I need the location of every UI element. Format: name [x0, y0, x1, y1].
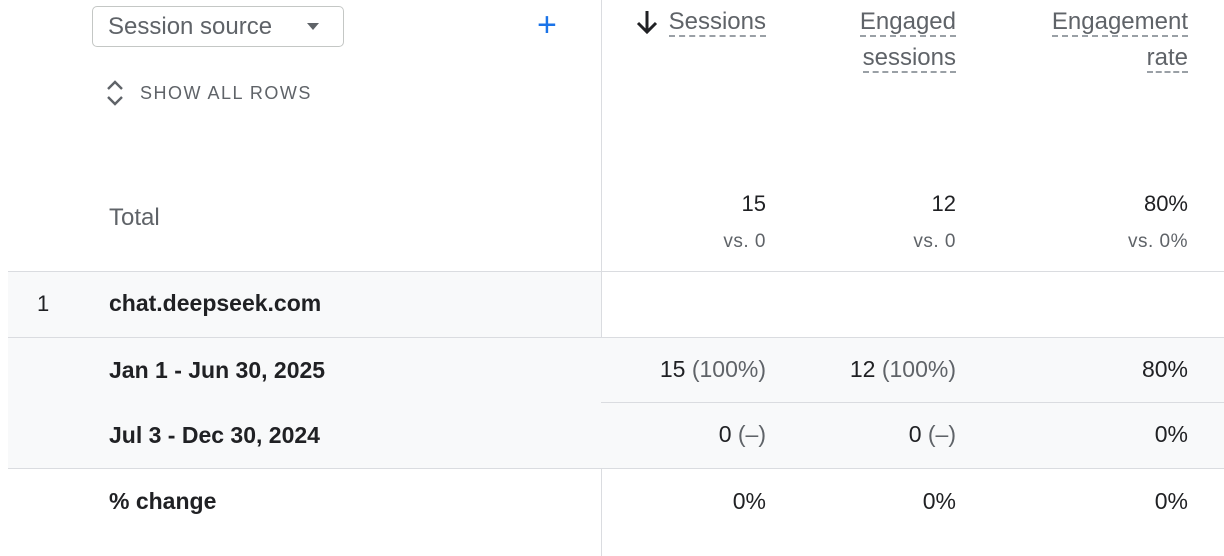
table-row[interactable]: 1 chat.deepseek.com	[8, 272, 601, 337]
dimension-select-label: Session source	[108, 12, 273, 40]
divider	[8, 337, 1224, 338]
change-label: % change	[109, 488, 217, 514]
period-label: Jul 3 - Dec 30, 2024	[109, 422, 320, 448]
total-sessions-compare: vs. 0	[723, 231, 766, 252]
period-sessions: 15 (100%)	[620, 356, 766, 383]
header-rate-line1: Engagement	[1051, 8, 1188, 37]
divider	[601, 402, 1224, 403]
percent: (–)	[737, 421, 766, 447]
divider	[8, 468, 1224, 469]
value: 0	[718, 421, 732, 447]
header-sessions-label: Sessions	[668, 8, 766, 37]
period-label: Jan 1 - Jun 30, 2025	[109, 357, 326, 383]
header-engagement-rate[interactable]: Engagement rate	[1000, 4, 1188, 76]
period-engaged: 0 (–)	[800, 421, 956, 448]
dimension-select[interactable]: Session source	[92, 6, 344, 47]
show-all-rows-label: SHOW ALL ROWS	[140, 82, 312, 103]
period-engaged: 12 (100%)	[800, 356, 956, 383]
change-engaged: 0%	[922, 488, 956, 514]
period-sessions: 0 (–)	[620, 421, 766, 448]
period-row	[8, 338, 1224, 468]
period-rate: 80%	[1141, 356, 1188, 382]
column-divider	[601, 0, 602, 556]
total-rate: 80%	[1143, 191, 1188, 216]
divider	[8, 271, 1224, 272]
show-all-rows-button[interactable]: SHOW ALL ROWS	[104, 78, 312, 108]
total-rate-compare: vs. 0%	[1127, 231, 1188, 252]
header-engaged-sessions[interactable]: Engaged sessions	[800, 4, 956, 76]
change-sessions: 0%	[732, 488, 766, 514]
value: 15	[659, 356, 686, 382]
percent: (100%)	[881, 356, 956, 382]
row-index: 1	[37, 291, 50, 316]
total-engaged: 12	[931, 191, 956, 216]
value: 12	[849, 356, 876, 382]
sort-desc-arrow-icon	[636, 11, 657, 35]
total-sessions: 15	[741, 191, 766, 216]
header-rate-line2: rate	[1146, 44, 1188, 73]
change-rate: 0%	[1154, 488, 1188, 514]
total-label: Total	[109, 204, 160, 231]
row-name: chat.deepseek.com	[109, 290, 322, 316]
percent: (100%)	[691, 356, 766, 382]
header-engaged-line1: Engaged	[859, 8, 956, 37]
header-engaged-line2: sessions	[862, 44, 956, 73]
chevron-down-icon	[307, 23, 319, 30]
header-sessions[interactable]: Sessions	[620, 4, 766, 40]
unfold-icon	[107, 80, 123, 106]
percent: (–)	[927, 421, 956, 447]
total-engaged-compare: vs. 0	[913, 231, 956, 252]
period-rate: 0%	[1154, 421, 1188, 447]
value: 0	[908, 421, 922, 447]
add-dimension-icon[interactable]: +	[537, 6, 557, 44]
